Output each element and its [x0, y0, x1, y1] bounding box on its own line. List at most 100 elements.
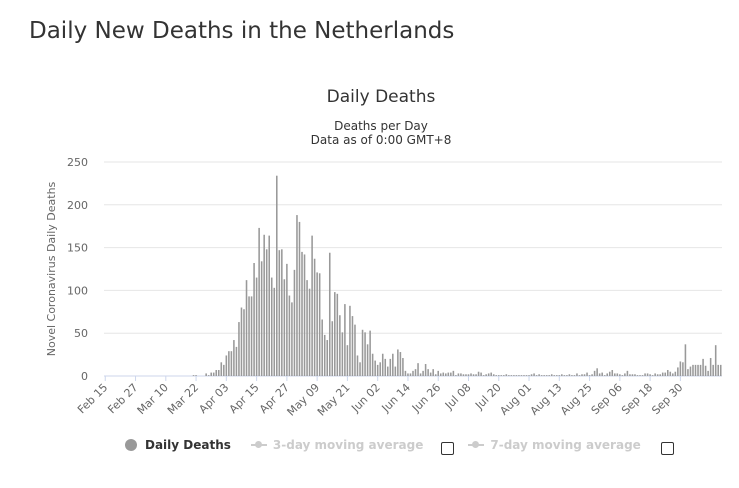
bar[interactable]: [699, 364, 702, 376]
bar[interactable]: [424, 364, 427, 376]
bar[interactable]: [707, 370, 709, 376]
bar[interactable]: [518, 375, 520, 376]
bar[interactable]: [356, 355, 359, 376]
bar[interactable]: [462, 374, 465, 376]
bar[interactable]: [497, 375, 500, 376]
bar[interactable]: [397, 349, 399, 376]
legend-item-daily-deaths[interactable]: Daily Deaths: [125, 438, 231, 452]
bar[interactable]: [328, 252, 331, 376]
bar[interactable]: [659, 374, 661, 376]
bar[interactable]: [293, 269, 296, 376]
bar[interactable]: [515, 375, 518, 376]
bar[interactable]: [603, 375, 606, 376]
bar[interactable]: [447, 372, 450, 376]
bar[interactable]: [220, 362, 223, 376]
bar[interactable]: [460, 373, 462, 376]
bar[interactable]: [581, 374, 583, 376]
bar[interactable]: [702, 358, 704, 376]
bar[interactable]: [508, 375, 510, 376]
bar[interactable]: [233, 340, 235, 376]
bar[interactable]: [346, 345, 349, 376]
bar[interactable]: [263, 234, 265, 376]
bar[interactable]: [505, 374, 508, 376]
bar[interactable]: [253, 263, 255, 376]
bar[interactable]: [308, 288, 311, 376]
bar[interactable]: [301, 251, 303, 376]
bar[interactable]: [374, 360, 376, 376]
bar[interactable]: [316, 272, 318, 376]
bar[interactable]: [399, 352, 402, 376]
bar[interactable]: [361, 329, 364, 376]
bar[interactable]: [258, 227, 260, 376]
bar[interactable]: [621, 375, 624, 376]
bar[interactable]: [588, 375, 591, 376]
bar[interactable]: [437, 370, 439, 376]
bar[interactable]: [684, 344, 687, 376]
bar[interactable]: [439, 373, 442, 376]
bar[interactable]: [422, 370, 424, 376]
bar[interactable]: [384, 358, 387, 376]
bar[interactable]: [677, 367, 679, 376]
bar[interactable]: [306, 280, 308, 376]
bar[interactable]: [359, 362, 361, 376]
bar[interactable]: [255, 277, 258, 376]
bar[interactable]: [616, 373, 619, 376]
bar[interactable]: [556, 375, 558, 376]
bar[interactable]: [392, 353, 394, 376]
bar[interactable]: [321, 319, 323, 377]
bar[interactable]: [472, 374, 475, 376]
bar[interactable]: [480, 372, 482, 376]
bar[interactable]: [427, 369, 429, 376]
bar[interactable]: [692, 364, 694, 376]
bar[interactable]: [240, 307, 243, 376]
bar[interactable]: [235, 346, 238, 376]
bar[interactable]: [666, 370, 669, 376]
bar[interactable]: [656, 374, 659, 376]
bar[interactable]: [349, 305, 351, 376]
bar[interactable]: [389, 358, 392, 376]
bar[interactable]: [402, 358, 404, 376]
checkbox-7-day-average[interactable]: [660, 441, 674, 455]
bar[interactable]: [674, 371, 677, 376]
bar[interactable]: [487, 373, 490, 376]
bar[interactable]: [679, 361, 682, 376]
bar[interactable]: [606, 373, 609, 376]
bar[interactable]: [712, 364, 714, 376]
bar[interactable]: [434, 374, 437, 376]
bar[interactable]: [694, 364, 697, 376]
bar[interactable]: [704, 365, 707, 376]
bar[interactable]: [583, 374, 586, 376]
bar[interactable]: [520, 375, 523, 376]
bar[interactable]: [334, 292, 336, 376]
bar[interactable]: [629, 374, 631, 376]
bar[interactable]: [649, 374, 651, 376]
bar[interactable]: [452, 370, 455, 376]
bar[interactable]: [341, 332, 344, 376]
bar[interactable]: [215, 370, 218, 376]
bar[interactable]: [344, 304, 346, 376]
bar[interactable]: [278, 250, 281, 376]
bar[interactable]: [298, 221, 301, 376]
bar[interactable]: [634, 374, 636, 376]
bar[interactable]: [591, 374, 593, 376]
bar[interactable]: [417, 363, 419, 376]
bar[interactable]: [467, 374, 470, 376]
bar[interactable]: [624, 373, 626, 376]
bar[interactable]: [664, 372, 667, 376]
bar[interactable]: [371, 353, 374, 376]
bar[interactable]: [661, 372, 664, 376]
bar[interactable]: [586, 372, 588, 376]
bar[interactable]: [366, 344, 369, 376]
bar[interactable]: [533, 373, 535, 376]
bar[interactable]: [412, 370, 414, 376]
bar[interactable]: [364, 332, 366, 376]
bar[interactable]: [455, 375, 457, 376]
bar[interactable]: [513, 375, 515, 376]
bar[interactable]: [195, 375, 197, 376]
bar[interactable]: [207, 375, 210, 376]
bar[interactable]: [210, 372, 212, 376]
legend-item-7-day-average[interactable]: 7-day moving average: [468, 438, 641, 452]
bar[interactable]: [687, 369, 689, 376]
bar[interactable]: [223, 364, 225, 376]
bar[interactable]: [495, 375, 498, 376]
